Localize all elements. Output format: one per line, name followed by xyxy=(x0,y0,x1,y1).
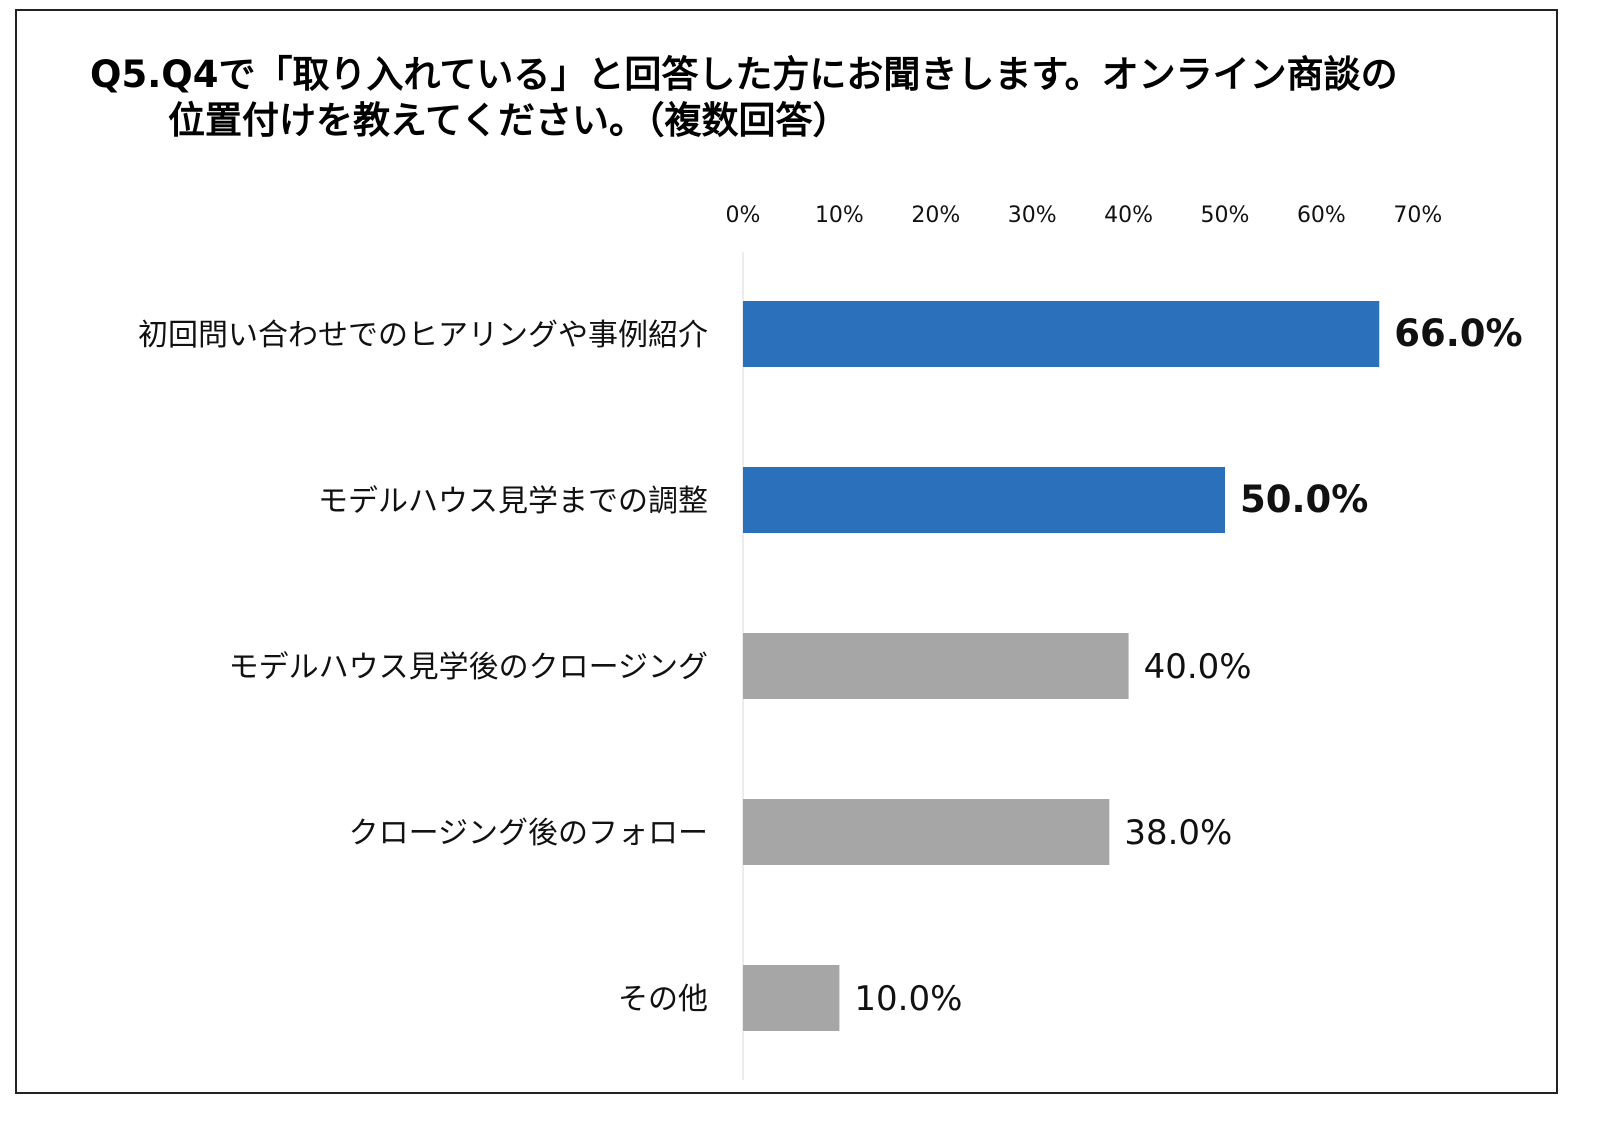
bar xyxy=(743,799,1110,865)
category-label: その他 xyxy=(618,982,708,1017)
category-label: クロージング後のフォロー xyxy=(349,816,708,851)
x-tick-label: 20% xyxy=(911,203,960,228)
chart-frame xyxy=(15,9,1558,1094)
bar xyxy=(743,301,1380,367)
data-label: 66.0% xyxy=(1394,312,1522,355)
x-tick-label: 0% xyxy=(726,203,761,228)
x-tick-label: 10% xyxy=(815,203,864,228)
x-tick-label: 70% xyxy=(1393,203,1442,228)
category-label: モデルハウス見学までの調整 xyxy=(318,484,708,519)
category-label: 初回問い合わせでのヒアリングや事例紹介 xyxy=(138,318,708,353)
x-tick-label: 40% xyxy=(1104,203,1153,228)
category-label: モデルハウス見学後のクロージング xyxy=(229,650,708,685)
bar xyxy=(743,965,840,1031)
data-label: 40.0% xyxy=(1144,647,1252,687)
bar xyxy=(743,467,1225,533)
title-line-2: 位置付けを教えてください。（複数回答） xyxy=(168,99,850,142)
title-line-1: Q5.Q4で「取り入れている」と回答した方にお聞きします。オンライン商談の xyxy=(90,53,1398,96)
data-label: 10.0% xyxy=(854,979,962,1019)
x-tick-label: 60% xyxy=(1297,203,1346,228)
x-tick-label: 30% xyxy=(1008,203,1057,228)
chart-title: Q5.Q4で「取り入れている」と回答した方にお聞きします。オンライン商談の 位置… xyxy=(90,52,1530,144)
x-tick-label: 50% xyxy=(1201,203,1250,228)
bar xyxy=(743,633,1129,699)
data-label: 38.0% xyxy=(1124,813,1232,853)
data-label: 50.0% xyxy=(1240,478,1368,521)
